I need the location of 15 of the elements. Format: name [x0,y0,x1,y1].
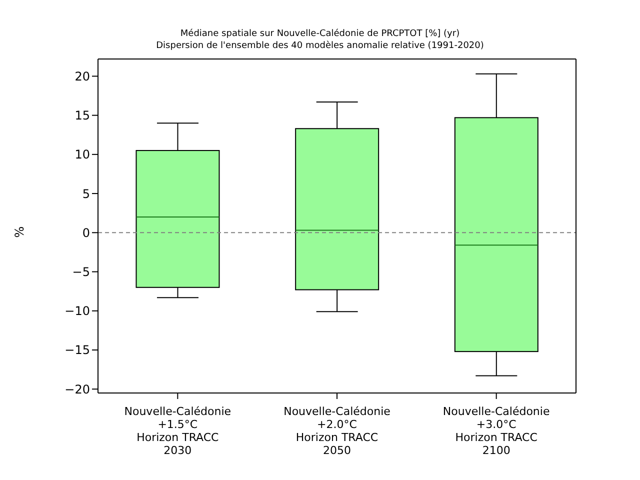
x-tick-label: Nouvelle-Calédonie +2.0°C Horizon TRACC 2050 [284,405,391,457]
y-tick-label: −15 [64,343,90,358]
y-axis-title: % [12,226,27,238]
y-tick-label: −5 [72,265,90,280]
y-tick-label: −10 [64,304,90,318]
y-tick-label: 5 [82,186,90,201]
y-tick-label: 10 [74,148,90,162]
chart-subtitle: Dispersion de l'ensemble des 40 modèles anomalie relative (1991-2020) [155,40,485,52]
y-tick-label: −20 [64,382,90,396]
y-tick-label: 0 [82,226,90,240]
y-tick-label: 20 [74,69,90,84]
x-tick-label: Nouvelle-Calédonie +3.0°C Horizon TRACC 2100 [442,405,550,457]
chart-title: Médiane spatiale sur Nouvelle-Calédonie de PRCPTOT [%] (yr) [179,28,461,40]
y-tick-label: 15 [74,108,90,123]
x-tick-label: Nouvelle-Calédonie +1.5°C Horizon TRACC 2030 [124,405,232,457]
